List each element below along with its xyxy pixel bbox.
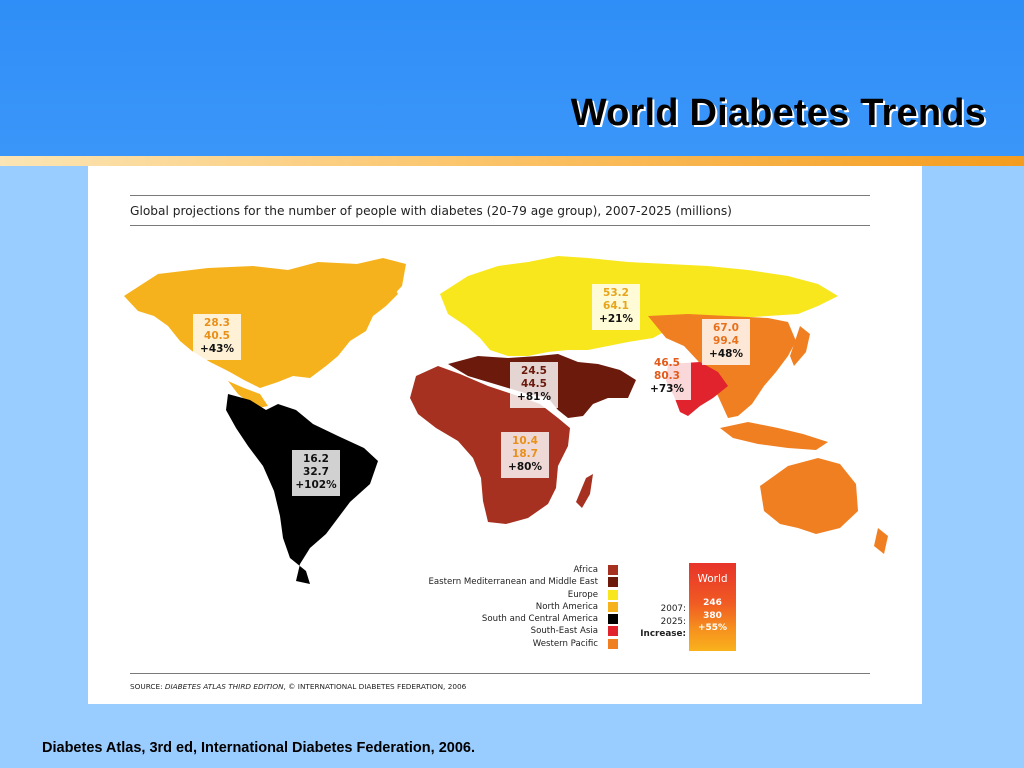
bottom-rule <box>130 673 870 674</box>
world-label-2007: 2007: <box>660 604 686 614</box>
value-increase: +48% <box>709 348 743 360</box>
legend-label: Eastern Mediterranean and Middle East <box>428 577 598 588</box>
legend-swatch <box>608 589 618 600</box>
value-2007: 67.0 <box>713 322 739 334</box>
value-2025: 40.5 <box>204 330 230 342</box>
world-total-box: World 246 380 +55% <box>689 563 736 651</box>
legend-label: Europe <box>567 589 598 600</box>
greenland-region <box>348 258 406 306</box>
value-increase: +73% <box>650 383 684 395</box>
western-pacific-region <box>648 314 796 418</box>
new-zealand-region <box>874 528 888 554</box>
madagascar-region <box>576 474 593 508</box>
value-2007: 16.2 <box>303 453 329 465</box>
source-suffix: , © INTERNATIONAL DIABETES FEDERATION, 2… <box>283 682 467 691</box>
legend-item-western-pacific: Western Pacific <box>388 638 620 650</box>
value-increase: +81% <box>517 391 551 403</box>
world-title: World <box>697 573 728 585</box>
indonesia-region <box>720 422 828 450</box>
legend-swatch <box>608 577 618 588</box>
slide-header: World Diabetes Trends <box>0 0 1024 157</box>
legend-swatch <box>608 565 618 575</box>
top-rule <box>130 195 870 196</box>
value-2007: 46.5 <box>654 357 680 369</box>
value-2007: 28.3 <box>204 317 230 329</box>
world-map <box>124 256 888 584</box>
callout-south-east-asia: 46.5 80.3 +73% <box>643 354 691 400</box>
slide-title: World Diabetes Trends <box>570 92 986 134</box>
value-2007: 10.4 <box>512 435 538 447</box>
legend-item-eastern-mediterranean: Eastern Mediterranean and Middle East <box>388 576 620 588</box>
legend-swatch <box>608 638 618 649</box>
legend-swatch <box>608 601 618 612</box>
north-america-region <box>124 262 398 388</box>
value-2025: 64.1 <box>603 300 629 312</box>
world-value-2007: 246 <box>703 598 722 608</box>
value-2025: 32.7 <box>303 466 329 478</box>
central-america-region <box>228 381 268 408</box>
world-label-2025: 2025: <box>660 616 686 627</box>
legend-label: South-East Asia <box>530 626 598 637</box>
value-increase: +102% <box>295 479 337 491</box>
heading-rule <box>130 225 870 226</box>
callout-western-pacific: 67.0 99.4 +48% <box>702 319 750 365</box>
value-increase: +80% <box>508 461 542 473</box>
figure-source: SOURCE: DIABETES ATLAS THIRD EDITION, © … <box>130 682 466 691</box>
value-2025: 99.4 <box>713 335 739 347</box>
slide-footer: Diabetes Atlas, 3rd ed, International Di… <box>42 740 475 756</box>
legend-item-south-east-asia: South-East Asia <box>388 625 620 637</box>
legend-item-north-america: North America <box>388 601 620 613</box>
legend-swatch <box>608 614 618 625</box>
value-increase: +43% <box>200 343 234 355</box>
legend-item-europe: Europe <box>388 589 620 601</box>
map-legend: Africa Eastern Mediterranean and Middle … <box>388 564 620 650</box>
value-2025: 80.3 <box>654 370 680 382</box>
world-year-labels: 2007: 2025: Increase: <box>626 603 686 641</box>
source-prefix: SOURCE: <box>130 682 165 691</box>
world-value-2025: 380 <box>703 610 722 621</box>
callout-eastern-mediterranean: 24.5 44.5 +81% <box>510 362 558 408</box>
callout-africa: 10.4 18.7 +80% <box>501 432 549 478</box>
legend-label: South and Central America <box>481 614 598 625</box>
map-figure: Global projections for the number of peo… <box>88 166 922 704</box>
callout-north-america: 28.3 40.5 +43% <box>193 314 241 360</box>
world-label-increase: Increase: <box>640 629 686 639</box>
legend-item-south-central-america: South and Central America <box>388 613 620 625</box>
callout-europe: 53.2 64.1 +21% <box>592 284 640 330</box>
australia-region <box>760 458 858 534</box>
japan-region <box>790 326 810 366</box>
value-increase: +21% <box>599 313 633 325</box>
legend-label: Western Pacific <box>532 638 598 649</box>
world-value-increase: +55% <box>697 623 728 633</box>
legend-label: Africa <box>573 565 598 575</box>
legend-label: North America <box>535 601 598 612</box>
value-2007: 53.2 <box>603 287 629 299</box>
value-2007: 24.5 <box>521 365 547 377</box>
value-2025: 18.7 <box>512 448 538 460</box>
value-2025: 44.5 <box>521 378 547 390</box>
legend-item-africa: Africa <box>388 564 620 576</box>
callout-south-central-america: 16.2 32.7 +102% <box>292 450 340 496</box>
source-title: DIABETES ATLAS THIRD EDITION <box>164 682 284 691</box>
header-accent-bar <box>0 156 1024 166</box>
figure-heading: Global projections for the number of peo… <box>130 204 732 218</box>
legend-swatch <box>608 626 618 637</box>
